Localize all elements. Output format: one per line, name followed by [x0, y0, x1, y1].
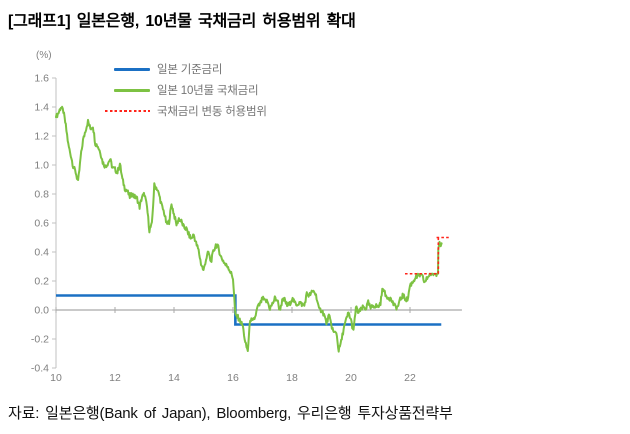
y-axis-label: 1.0 — [34, 160, 49, 172]
x-axis-label: 22 — [404, 372, 416, 384]
y-axis-label: 0.8 — [34, 189, 49, 201]
y-axis-label: 1.4 — [34, 102, 49, 114]
y-axis-label: 0.6 — [34, 218, 49, 230]
band-dashed-swatch — [105, 110, 150, 112]
legend-label: 일본 기준금리 — [157, 64, 223, 76]
x-axis-label: 12 — [109, 372, 121, 384]
legend-label: 일본 10년물 국채금리 — [157, 85, 259, 97]
y-axis-label: 1.2 — [34, 131, 49, 143]
y-axis-label: -0.2 — [31, 334, 49, 346]
y-axis-label: 0.4 — [34, 247, 49, 259]
legend-item-policy-rate: 일본 기준금리 — [114, 62, 222, 76]
legend-item-jgb10y: 일본 10년물 국채금리 — [114, 83, 259, 97]
legend-label: 국채금리 변동 허용범위 — [157, 106, 267, 118]
jgb10y-yield-line — [55, 105, 443, 353]
y-axis-label: 0.2 — [34, 276, 49, 288]
x-axis-label: 20 — [345, 372, 357, 384]
y-axis-label: 0.0 — [34, 305, 49, 317]
legend-item-band: 국채금리 변동 허용범위 — [105, 104, 267, 118]
policy-rate-line-swatch — [114, 67, 150, 71]
y-axis-label: -0.4 — [31, 363, 49, 375]
jgb10y-line-swatch — [114, 88, 150, 92]
figure-title: [그래프1] 일본은행, 10년물 국채금리 허용범위 확대 — [8, 13, 356, 30]
y-axis-unit-label: (%) — [36, 50, 52, 61]
x-axis-label: 14 — [168, 372, 180, 384]
source-note: 자료: 일본은행(Bank of Japan), Bloomberg, 우리은행… — [8, 405, 453, 422]
x-axis-label: 16 — [227, 372, 239, 384]
x-axis-label: 18 — [286, 372, 298, 384]
x-axis-label: 10 — [50, 372, 62, 384]
y-axis-label: 1.6 — [34, 73, 49, 85]
